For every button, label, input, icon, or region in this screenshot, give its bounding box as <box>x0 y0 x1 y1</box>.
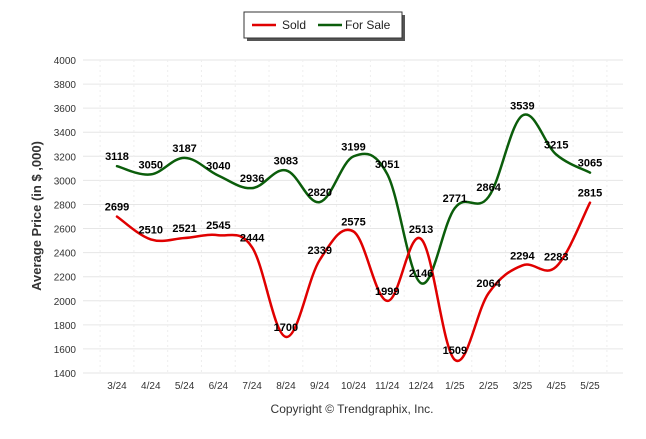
data-label: 2294 <box>510 250 535 262</box>
x-tick-label: 12/24 <box>409 381 434 392</box>
copyright-footer: Copyright © Trendgraphix, Inc. <box>271 402 434 416</box>
x-tick-label: 10/24 <box>341 381 366 392</box>
data-labels: 2699 2510 2521 2545 2444 1700 2339 2575 1999 2513… <box>105 100 602 356</box>
y-tick-label: 2200 <box>54 273 77 284</box>
y-tick-label: 2600 <box>54 225 77 236</box>
data-label: 2064 <box>476 278 501 290</box>
data-label: 3051 <box>375 159 399 171</box>
data-label: 3215 <box>544 140 568 152</box>
data-label: 3050 <box>139 159 163 171</box>
x-tick-label: 5/25 <box>580 381 600 392</box>
data-label: 2283 <box>544 252 568 264</box>
data-label: 2444 <box>240 232 265 244</box>
x-tick-label: 11/24 <box>375 381 400 392</box>
y-tick-label: 2800 <box>54 200 77 211</box>
data-label: 3083 <box>274 155 298 167</box>
data-label: 2545 <box>206 220 230 232</box>
data-label: 2815 <box>578 188 602 200</box>
data-label: 2513 <box>409 224 433 236</box>
x-tick-label: 1/25 <box>445 381 465 392</box>
y-tick-label: 1400 <box>54 369 77 380</box>
data-label: 2510 <box>139 224 163 236</box>
legend-label-sold: Sold <box>282 18 306 32</box>
x-tick-label: 3/24 <box>107 381 127 392</box>
data-label: 3199 <box>341 141 365 153</box>
y-tick-label: 4000 <box>54 56 77 67</box>
x-tick-label: 4/24 <box>141 381 161 392</box>
data-label: 2699 <box>105 202 129 214</box>
y-tick-label: 2000 <box>54 297 77 308</box>
y-tick-label: 1800 <box>54 321 77 332</box>
x-tick-label: 4/25 <box>546 381 566 392</box>
x-tick-label: 7/24 <box>242 381 262 392</box>
series-lines <box>115 113 592 363</box>
x-tick-label: 9/24 <box>310 381 330 392</box>
data-label: 3539 <box>510 100 534 112</box>
data-label: 2575 <box>341 217 365 229</box>
y-tick-label: 3600 <box>54 104 77 115</box>
y-tick-label: 3400 <box>54 128 77 139</box>
y-tick-label: 3000 <box>54 176 77 187</box>
data-label: 3118 <box>105 151 129 163</box>
x-tick-label: 8/24 <box>276 381 296 392</box>
series-line-for-sale <box>115 113 592 285</box>
data-label: 1509 <box>443 345 467 357</box>
y-tick-label: 3800 <box>54 80 77 91</box>
x-tick-label: 3/25 <box>513 381 533 392</box>
x-tick-label: 6/24 <box>209 381 229 392</box>
legend-label-for-sale: For Sale <box>345 18 391 32</box>
series-line-sold <box>115 201 592 363</box>
y-tick-label: 2400 <box>54 249 77 260</box>
data-label: 2864 <box>476 182 501 194</box>
y-axis-label: Average Price (in $ ,000) <box>29 141 44 291</box>
data-label: 2820 <box>307 187 331 199</box>
x-tick-label: 2/25 <box>479 381 499 392</box>
data-label: 3040 <box>206 161 230 173</box>
data-label: 3187 <box>172 143 196 155</box>
data-label: 2146 <box>409 268 433 280</box>
x-tick-label: 5/24 <box>175 381 195 392</box>
data-label: 1700 <box>274 322 298 334</box>
data-label: 2339 <box>307 245 331 257</box>
data-label: 2936 <box>240 173 264 185</box>
legend: Sold For Sale <box>243 11 405 41</box>
y-axis-ticks: 4000 3800 3600 3400 3200 3000 2800 2600 2400 2200… <box>54 56 77 380</box>
data-label: 2771 <box>443 193 467 205</box>
y-tick-label: 3200 <box>54 152 77 163</box>
data-label: 1999 <box>375 286 399 298</box>
x-axis-ticks: 3/24 4/24 5/24 6/24 7/24 8/24 9/24 10/24 11/24 12… <box>107 381 600 392</box>
data-label: 2521 <box>172 223 196 235</box>
data-label: 3065 <box>578 158 602 170</box>
y-tick-label: 1600 <box>54 345 77 356</box>
